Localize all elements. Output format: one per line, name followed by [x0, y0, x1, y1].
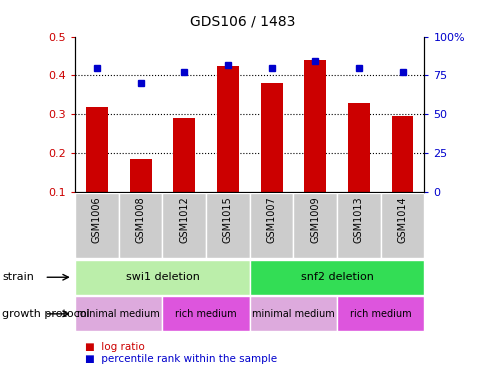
Bar: [216, 66, 238, 192]
Bar: [119, 193, 162, 258]
Bar: [336, 296, 424, 331]
Bar: [173, 118, 195, 192]
Bar: [347, 103, 369, 192]
Text: strain: strain: [2, 272, 34, 282]
Text: GSM1015: GSM1015: [223, 196, 232, 243]
Bar: [293, 193, 336, 258]
Text: GSM1012: GSM1012: [179, 196, 189, 243]
Bar: [206, 193, 249, 258]
Text: growth protocol: growth protocol: [2, 309, 90, 319]
Bar: [162, 193, 206, 258]
Text: GSM1009: GSM1009: [310, 196, 319, 243]
Text: ■  percentile rank within the sample: ■ percentile rank within the sample: [85, 354, 276, 364]
Bar: [260, 83, 282, 192]
Text: snf2 deletion: snf2 deletion: [300, 272, 373, 282]
Text: GDS106 / 1483: GDS106 / 1483: [189, 15, 295, 29]
Bar: [303, 60, 325, 192]
Text: ■  log ratio: ■ log ratio: [85, 342, 144, 352]
Bar: [75, 296, 162, 331]
Text: GSM1014: GSM1014: [397, 196, 407, 243]
Bar: [75, 260, 249, 295]
Bar: [391, 116, 412, 192]
Text: GSM1006: GSM1006: [92, 196, 102, 243]
Text: GSM1013: GSM1013: [353, 196, 363, 243]
Text: GSM1007: GSM1007: [266, 196, 276, 243]
Text: rich medium: rich medium: [175, 309, 237, 319]
Bar: [162, 296, 249, 331]
Bar: [336, 193, 380, 258]
Text: rich medium: rich medium: [349, 309, 411, 319]
Text: swi1 deletion: swi1 deletion: [125, 272, 199, 282]
Bar: [129, 159, 151, 192]
Bar: [380, 193, 424, 258]
Text: GSM1008: GSM1008: [136, 196, 145, 243]
Bar: [249, 260, 424, 295]
Bar: [249, 193, 293, 258]
Bar: [86, 107, 107, 192]
Bar: [75, 193, 119, 258]
Text: minimal medium: minimal medium: [252, 309, 334, 319]
Bar: [249, 296, 336, 331]
Text: minimal medium: minimal medium: [77, 309, 160, 319]
